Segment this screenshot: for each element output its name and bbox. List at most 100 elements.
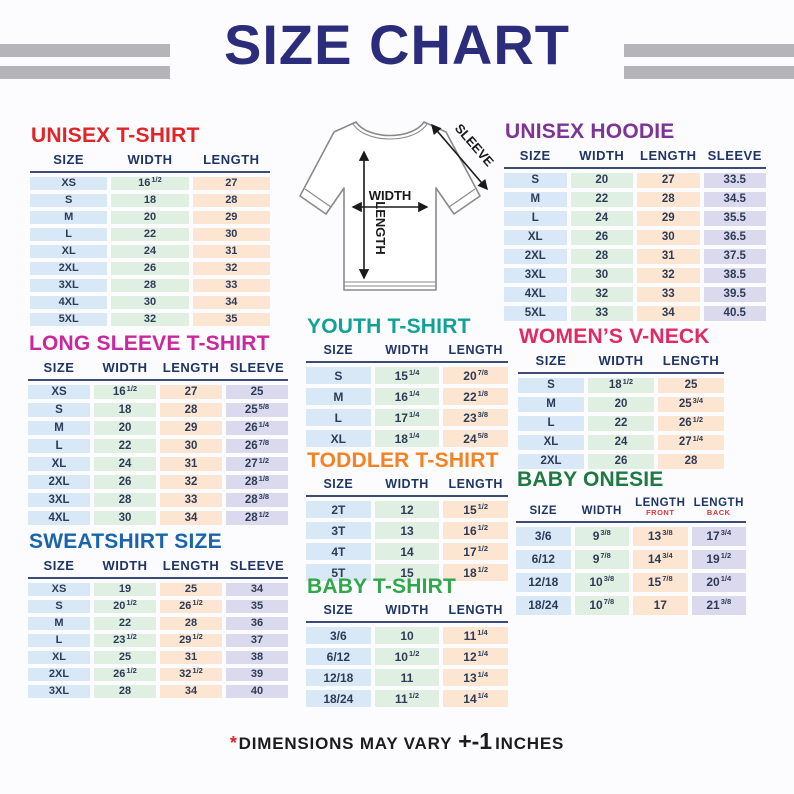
table-cell: 22 (570, 191, 633, 207)
table-cell: 29 1/2 (160, 632, 222, 647)
table-cell: 4XL (28, 510, 90, 525)
table-cell: 27 (192, 176, 270, 190)
table-cell: 10 1/2 (374, 648, 440, 666)
womens-vneck-table: WOMEN’S V-NECK SIZE WIDTH LENGTH S 18 1/2 25 M 20… (518, 325, 724, 469)
column-header: LENGTH (662, 353, 720, 368)
page-title: SIZE CHART (224, 13, 570, 76)
table-cell: XL (30, 244, 108, 258)
table-row: 6/12 10 1/2 12 1/4 (306, 648, 509, 666)
tshirt-measurement-diagram: WIDTH LENGTH SLEEVE (299, 121, 497, 291)
gray-bar (624, 44, 794, 57)
table-cell: 16 1/2 (94, 384, 156, 399)
table-cell: 31 (160, 650, 222, 664)
table-cell: 34 (160, 684, 222, 698)
table-cell: 5XL (30, 312, 108, 326)
table-cell: 13 3/8 (633, 526, 688, 546)
table-row: L 24 29 35.5 (504, 210, 766, 226)
table-row: 2XL 26 1/2 32 1/2 39 (28, 666, 288, 681)
table-cell: 11 1/2 (374, 690, 440, 708)
table-cell: 23 3/8 (443, 409, 509, 427)
toddler-tshirt-table: TODDLER T-SHIRT SIZE WIDTH LENGTH 2T 12 15 1/2 3… (306, 449, 509, 582)
table-cell: 29 (192, 210, 270, 224)
baby-onesie-header: SIZE WIDTH LENGTH FRONT LENGTH BACK (516, 497, 746, 523)
table-row: S 18 28 (30, 193, 270, 207)
column-header: SIZE (53, 152, 85, 167)
unit-text: INCHES (495, 734, 565, 753)
table-row: 3T 13 16 1/2 (306, 522, 509, 540)
table-cell: 25 (94, 650, 156, 664)
table-cell: 30 (570, 267, 633, 283)
table-cell: 34.5 (703, 191, 766, 207)
table-cell: 28 (570, 248, 633, 264)
table-cell: S (518, 377, 584, 393)
table-row: M 22 28 36 (28, 616, 288, 630)
table-row: M 16 1/4 22 1/8 (306, 388, 509, 406)
table-cell: 9 7/8 (574, 549, 629, 569)
long-sleeve-tshirt-header: SIZE WIDTH LENGTH SLEEVE (28, 361, 288, 381)
table-cell: 20 1/4 (691, 572, 746, 592)
table-cell: S (306, 367, 371, 385)
table-row: 3/6 9 3/8 13 3/8 17 3/4 (516, 526, 746, 546)
table-cell: 5T (306, 564, 371, 582)
disclaimer-text: DIMENSIONS MAY VARY (238, 734, 453, 753)
table-cell: 35.5 (703, 210, 766, 226)
table-cell: 3XL (28, 492, 90, 507)
table-cell: 12 1/4 (443, 648, 509, 666)
youth-tshirt-header: SIZE WIDTH LENGTH (306, 343, 508, 364)
table-row: 2XL 28 31 37.5 (504, 248, 766, 264)
column-header: SIZE (529, 504, 558, 517)
table-cell: 2T (306, 501, 371, 519)
table-cell: 28 (637, 191, 700, 207)
column-header: WIDTH (102, 558, 148, 573)
table-row: 4T 14 17 1/2 (306, 543, 509, 561)
table-cell: 2XL (30, 261, 108, 275)
column-header: SLEEVE (229, 360, 285, 375)
table-cell: 22 1/8 (443, 388, 509, 406)
table-cell: 38.5 (703, 267, 766, 283)
table-cell: 30 (94, 510, 156, 525)
table-row: 5XL 33 34 40.5 (504, 305, 766, 321)
table-cell: 14 1/4 (443, 690, 509, 708)
table-cell: 32 (637, 267, 700, 283)
table-cell: 26 (588, 453, 654, 469)
table-cell: 31 (160, 456, 222, 471)
table-row: XL 24 27 1/4 (518, 434, 724, 450)
table-row: M 20 29 26 1/4 (28, 420, 288, 435)
column-header: SIZE (535, 353, 567, 368)
table-cell: 20 (588, 396, 654, 412)
table-cell: 15 7/8 (633, 572, 688, 592)
table-row: XS 19 25 34 (28, 582, 288, 596)
baby-onesie-title: BABY ONESIE (517, 468, 664, 491)
table-cell: 24 (111, 244, 189, 258)
table-cell: 17 3/4 (691, 526, 746, 546)
table-cell: 2XL (28, 474, 90, 489)
table-cell: M (306, 388, 371, 406)
table-cell: 18/24 (516, 595, 571, 615)
table-row: XL 26 30 36.5 (504, 229, 766, 245)
table-row: L 22 26 1/2 (518, 415, 724, 431)
table-cell: 40 (226, 684, 288, 698)
table-row: S 20 27 33.5 (504, 172, 766, 188)
table-cell: L (504, 210, 567, 226)
column-header: SIZE (43, 558, 75, 573)
table-cell: 22 (94, 438, 156, 453)
long-sleeve-tshirt-title: LONG SLEEVE T-SHIRT (29, 332, 270, 355)
table-cell: 22 (94, 616, 156, 630)
table-cell: 26 (570, 229, 633, 245)
table-cell: 23 1/2 (94, 632, 156, 647)
table-cell: 30 (160, 438, 222, 453)
column-header: WIDTH (385, 477, 429, 491)
table-cell: 28 1/2 (226, 510, 288, 525)
table-cell: 31 (192, 244, 270, 258)
column-header: LENGTH (162, 558, 220, 573)
table-row: 5XL 32 35 (30, 312, 270, 326)
table-cell: M (518, 396, 584, 412)
table-row: L 22 30 26 7/8 (28, 438, 288, 453)
sweatshirt-size-table: SWEATSHIRT SIZE SIZE WIDTH LENGTH SLEEVE XS 19… (28, 530, 288, 698)
table-cell: M (30, 210, 108, 224)
gray-bar (0, 44, 170, 57)
column-header: LENGTH (448, 603, 503, 617)
table-cell: S (504, 172, 567, 188)
sleeve-arrow (430, 123, 489, 191)
baby-tshirt-header: SIZE WIDTH LENGTH (306, 603, 508, 624)
